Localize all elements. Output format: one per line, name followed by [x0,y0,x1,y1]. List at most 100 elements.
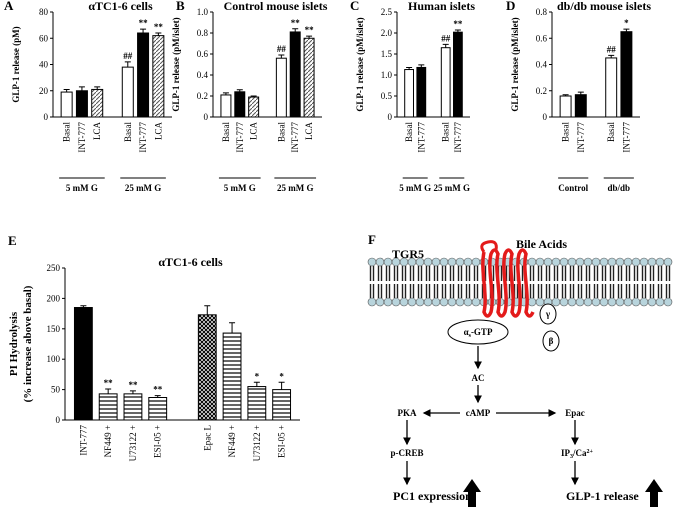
lipid-head [575,297,585,307]
ac-label: AC [472,373,485,383]
bar [60,91,73,118]
error-bar [204,305,211,315]
error-bar [608,54,615,58]
x-tick-label: Basal [561,122,571,142]
output-left: PC1 expression [393,489,472,503]
error-bar [278,54,285,59]
error-bar [105,388,112,394]
error-bar [562,94,569,96]
panel-letter: F [368,232,376,247]
lipid-head [471,297,481,307]
lipid-head [559,257,569,267]
chart-title: αTC1-6 cells [88,0,153,13]
lipid-head [415,297,425,307]
y-tick-label: 0 [44,112,49,122]
x-tick-label: NF449 + [227,425,237,457]
lipid-head [623,257,633,267]
lipid-head [583,297,593,307]
lipid-head [567,297,577,307]
lipid-tail [425,266,431,298]
label-part: -GTP [471,327,493,337]
chart-title: αTC1-6 cells [158,255,223,269]
y-tick-label: 0 [543,112,548,122]
group-label: 25 mM G [277,183,314,193]
error-bar [124,61,131,68]
x-tick-label: ESI-05 + [277,425,287,458]
lipid-head [447,257,457,267]
x-tick-label: INT-777 [416,122,426,153]
lipid-tail [441,266,447,298]
bar [559,95,572,118]
lipid-head [375,297,385,307]
error-bar [222,92,229,95]
bar [440,47,451,118]
g-alpha [447,319,509,345]
x-tick-label: INT-777 [621,122,631,153]
error-bar [154,395,161,398]
error-bar [250,95,257,98]
lipid-tail [473,266,479,298]
group-label: db/db [608,183,631,193]
x-tick-label: INT-777 [453,122,463,153]
lipid-tail [529,266,535,298]
lipid-head [639,257,649,267]
x-tick-label: Basal [441,122,451,142]
error-bar [80,305,87,308]
lipid-head [663,297,673,307]
y-tick-label: 2.5 [381,7,393,17]
error-bar [63,88,70,93]
lipid-head [607,257,617,267]
significance-label: ** [139,18,149,28]
lipid-tail [393,266,399,298]
lipid-tail [593,266,599,298]
label-part: α [464,327,469,337]
lipid-head [439,297,449,307]
y-axis-label: PI Hydrolysis [8,311,20,376]
lipid-head [647,297,657,307]
bar [234,91,246,118]
receptor-loop [480,240,498,253]
lipid-head [647,257,657,267]
lipid-head [471,257,481,267]
significance-label: ## [441,33,451,43]
error-bar [229,322,236,334]
x-tick-label: Basal [123,122,133,142]
lipid-tail [537,266,543,298]
bar [137,32,150,118]
bar [123,393,143,421]
lipid-tail [449,266,455,298]
lipid-head [383,257,393,267]
bar [73,307,93,421]
lipid-tail [665,266,671,298]
error-bar [406,66,413,70]
label-sub: 3 [570,454,573,460]
bar [248,96,260,118]
x-tick-label: Basal [221,122,231,142]
chart-title: Human islets [408,0,475,13]
y-tick-label: 0.6 [197,49,209,59]
error-bar [292,28,299,32]
y-tick-label: 1.5 [381,49,393,59]
lipid-head [375,257,385,267]
camp-label: cAMP [466,408,491,418]
x-tick-label: INT-777 [235,122,245,153]
y-tick-label: 80 [39,7,49,17]
y-tick-label: 200 [47,293,61,303]
lipid-head [559,297,569,307]
y-tick-label: 0.6 [536,33,548,43]
g-beta [542,330,560,352]
y-tick-label: 0.8 [536,7,548,17]
y-axis-label: GLP-1 release (pM) [11,26,21,102]
lipid-head [575,257,585,267]
arrows [403,346,579,486]
x-tick-label: Epac L [202,425,212,451]
lipid-tail [657,266,663,298]
bar [303,37,315,118]
y-tick-label: 0.4 [536,60,548,70]
significance-label: ** [291,18,301,28]
lipid-head [367,297,377,307]
significance-label: ** [104,378,114,388]
y-tick-label: 0.2 [536,86,547,96]
ligand-label: Bile Acids [516,237,567,251]
